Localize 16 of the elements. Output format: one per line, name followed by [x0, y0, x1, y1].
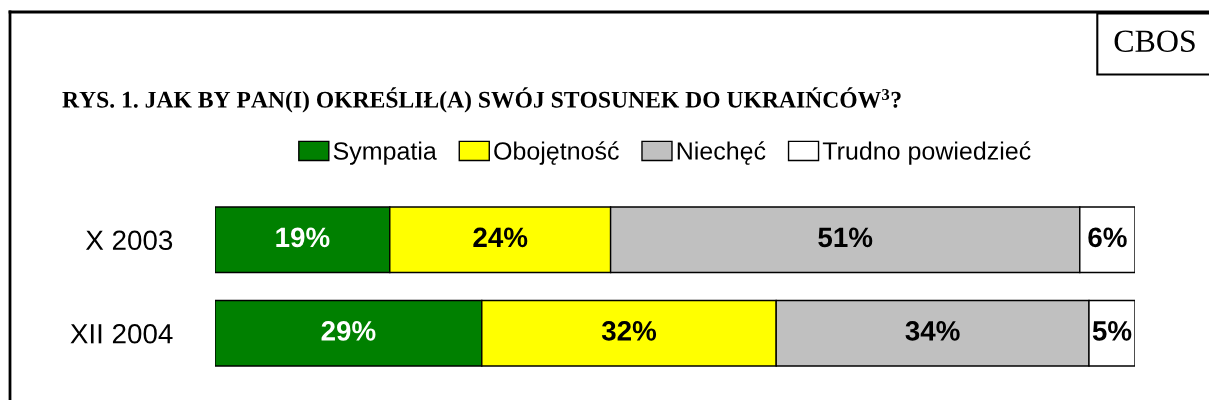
- data-label: 32%: [601, 321, 657, 341]
- legend-label: Sympatia: [333, 141, 437, 165]
- legend-label: Obojętność: [494, 141, 619, 165]
- text: CBOS: [1114, 30, 1195, 52]
- data-label: 6%: [1088, 227, 1127, 248]
- data-label: 29%: [321, 321, 376, 341]
- y-tick-label: XII 2004: [70, 323, 173, 344]
- legend-label: Trudno powiedzieć: [822, 141, 1031, 165]
- data-label: 34%: [905, 321, 960, 341]
- data-label: 19%: [276, 227, 330, 248]
- chart-title: RYS. 1. JAK BY PAN(I) OKREŚLIŁ(A) SWÓJ STOSUNEK DO UKRAIŃCÓW$^{3}$?: [62, 87, 901, 113]
- data-label: 24%: [473, 227, 528, 248]
- y-tick-label: X 2003: [85, 230, 173, 251]
- data-label: 5%: [1092, 321, 1132, 341]
- data-label: 51%: [818, 227, 873, 248]
- legend-label: Niechęć: [677, 141, 766, 165]
